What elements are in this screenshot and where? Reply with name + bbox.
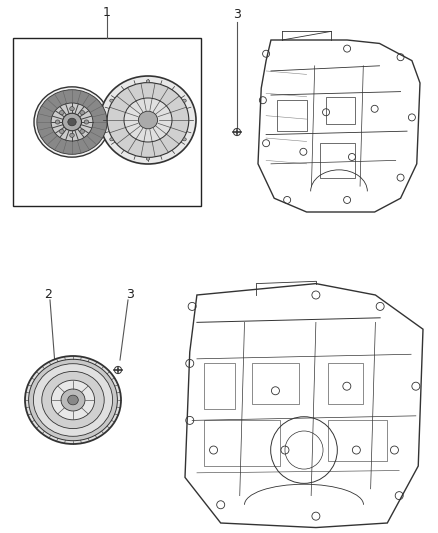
Bar [328, 364, 364, 405]
Ellipse shape [34, 87, 110, 157]
Ellipse shape [138, 111, 158, 129]
Ellipse shape [28, 359, 117, 441]
Bar [13, 38, 201, 206]
Ellipse shape [107, 83, 189, 157]
Ellipse shape [60, 110, 64, 115]
Ellipse shape [124, 98, 172, 142]
Ellipse shape [68, 118, 76, 126]
Ellipse shape [33, 364, 113, 437]
Ellipse shape [183, 99, 186, 102]
Ellipse shape [70, 133, 74, 138]
Text: 1: 1 [103, 5, 111, 19]
Ellipse shape [100, 76, 196, 164]
Bar [320, 143, 355, 177]
Ellipse shape [183, 138, 186, 141]
Ellipse shape [63, 113, 81, 131]
Ellipse shape [51, 103, 93, 141]
Ellipse shape [42, 372, 104, 429]
Bar [204, 421, 280, 466]
Bar [328, 421, 387, 462]
Text: 3: 3 [126, 287, 134, 301]
Ellipse shape [70, 107, 74, 111]
Text: 3: 3 [233, 7, 241, 20]
Ellipse shape [80, 110, 85, 115]
Ellipse shape [60, 130, 64, 133]
Ellipse shape [61, 389, 85, 411]
Ellipse shape [37, 90, 107, 154]
Ellipse shape [110, 138, 113, 141]
Ellipse shape [146, 157, 150, 160]
Bar [277, 100, 307, 131]
Ellipse shape [110, 99, 113, 102]
Ellipse shape [25, 356, 121, 444]
Bar [252, 364, 299, 405]
Ellipse shape [80, 130, 85, 133]
Bar [326, 97, 355, 124]
Ellipse shape [84, 120, 89, 124]
Ellipse shape [51, 380, 95, 420]
Ellipse shape [55, 120, 60, 124]
Bar [204, 364, 235, 409]
Ellipse shape [68, 395, 78, 405]
Ellipse shape [146, 80, 150, 83]
Text: 2: 2 [44, 287, 52, 301]
